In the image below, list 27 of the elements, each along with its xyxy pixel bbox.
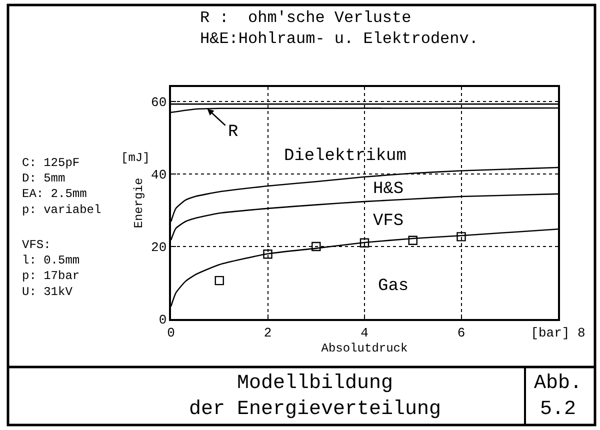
annotation: Dielektrikum (284, 147, 406, 166)
x-tick-label: 6 (457, 325, 466, 340)
annotation: VFS (373, 212, 404, 231)
x-tick-label: 2 (264, 325, 272, 340)
y-tick-label: 40 (151, 168, 167, 183)
annotation: Gas (378, 277, 409, 296)
point (456, 232, 466, 242)
annotation: H&S (373, 180, 404, 199)
point (263, 250, 272, 259)
point (360, 238, 370, 248)
x-tick-label: 4 (360, 325, 369, 340)
chart-title: R : ohm'sche Verluste H&E:Hohlraum- u. Elektrodenv. (200, 9, 478, 48)
text: VFS: l: 0.5mm p: 17bar U: 31kV (22, 238, 80, 299)
caption: Abb. 5.2 (534, 372, 582, 421)
point (408, 236, 418, 245)
y-axis-title: Energie (132, 178, 146, 228)
text: [mJ] (121, 151, 150, 165)
y-tick-label: 0 (158, 312, 167, 328)
text: C: 125pF D: 5mm EA: 2.5mm p: variabel (22, 156, 102, 217)
y-tick-label: 20 (151, 240, 167, 256)
point (312, 242, 321, 252)
annotation: R (228, 123, 238, 142)
point (214, 276, 224, 286)
x-tick-label: [bar] 8 (530, 325, 586, 340)
text: Modellbildung der Energieverteilung (189, 372, 442, 421)
x-axis-title: Absolutdruck (321, 342, 408, 356)
y-tick-label: 60 (151, 95, 167, 110)
